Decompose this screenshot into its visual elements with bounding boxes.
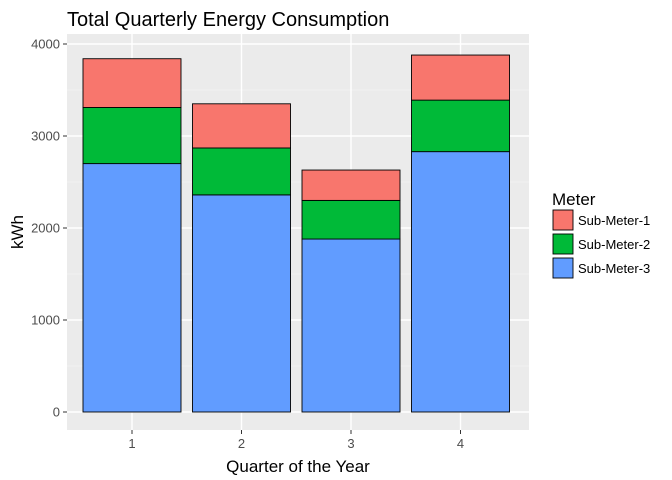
bar-segment-sub-meter-3-q1 — [82, 163, 182, 413]
y-tick-label: 2000 — [31, 221, 60, 236]
bar-segment-sub-meter-3-q2 — [192, 194, 291, 413]
bar-segment-sub-meter-3-q4 — [411, 151, 510, 413]
y-tick-label: 4000 — [31, 37, 60, 52]
legend: Meter Sub-Meter-1 Sub-Meter-2 Sub-Meter-3 — [552, 190, 650, 279]
legend-title: Meter — [552, 190, 596, 209]
bar-segment-sub-meter-2-q3 — [301, 199, 401, 240]
x-tick-label: 3 — [347, 436, 354, 451]
x-tick-label: 2 — [238, 436, 245, 451]
bar-segment-sub-meter-1-q3 — [301, 169, 401, 201]
bar-segment-sub-meter-1-q2 — [192, 103, 291, 149]
legend-label: Sub-Meter-2 — [578, 237, 650, 252]
y-tick-label: 3000 — [31, 129, 60, 144]
legend-key-sub-meter-1 — [552, 209, 574, 231]
x-axis-title: Quarter of the Year — [226, 457, 370, 476]
y-tick-label: 1000 — [31, 313, 60, 328]
bar-segment-sub-meter-1-q4 — [411, 54, 510, 101]
chart-title: Total Quarterly Energy Consumption — [67, 9, 389, 31]
y-axis: 0 1000 2000 3000 4000 — [31, 37, 67, 420]
bar-segment-sub-meter-2-q2 — [192, 147, 291, 196]
bar-segment-sub-meter-1-q1 — [82, 58, 182, 108]
y-axis-title: kWh — [8, 215, 27, 249]
x-tick-label: 1 — [128, 436, 135, 451]
x-tick-label: 4 — [457, 436, 464, 451]
x-axis: 1 2 3 4 — [128, 430, 464, 451]
bar-segment-sub-meter-2-q4 — [411, 99, 510, 153]
legend-label: Sub-Meter-1 — [578, 213, 650, 228]
bar-segment-sub-meter-2-q1 — [82, 107, 182, 165]
legend-label: Sub-Meter-3 — [578, 261, 650, 276]
legend-key-sub-meter-2 — [552, 233, 574, 255]
bars — [82, 54, 510, 413]
legend-key-sub-meter-3 — [552, 257, 574, 279]
bar-segment-sub-meter-3-q3 — [301, 238, 401, 413]
y-tick-label: 0 — [53, 405, 60, 420]
